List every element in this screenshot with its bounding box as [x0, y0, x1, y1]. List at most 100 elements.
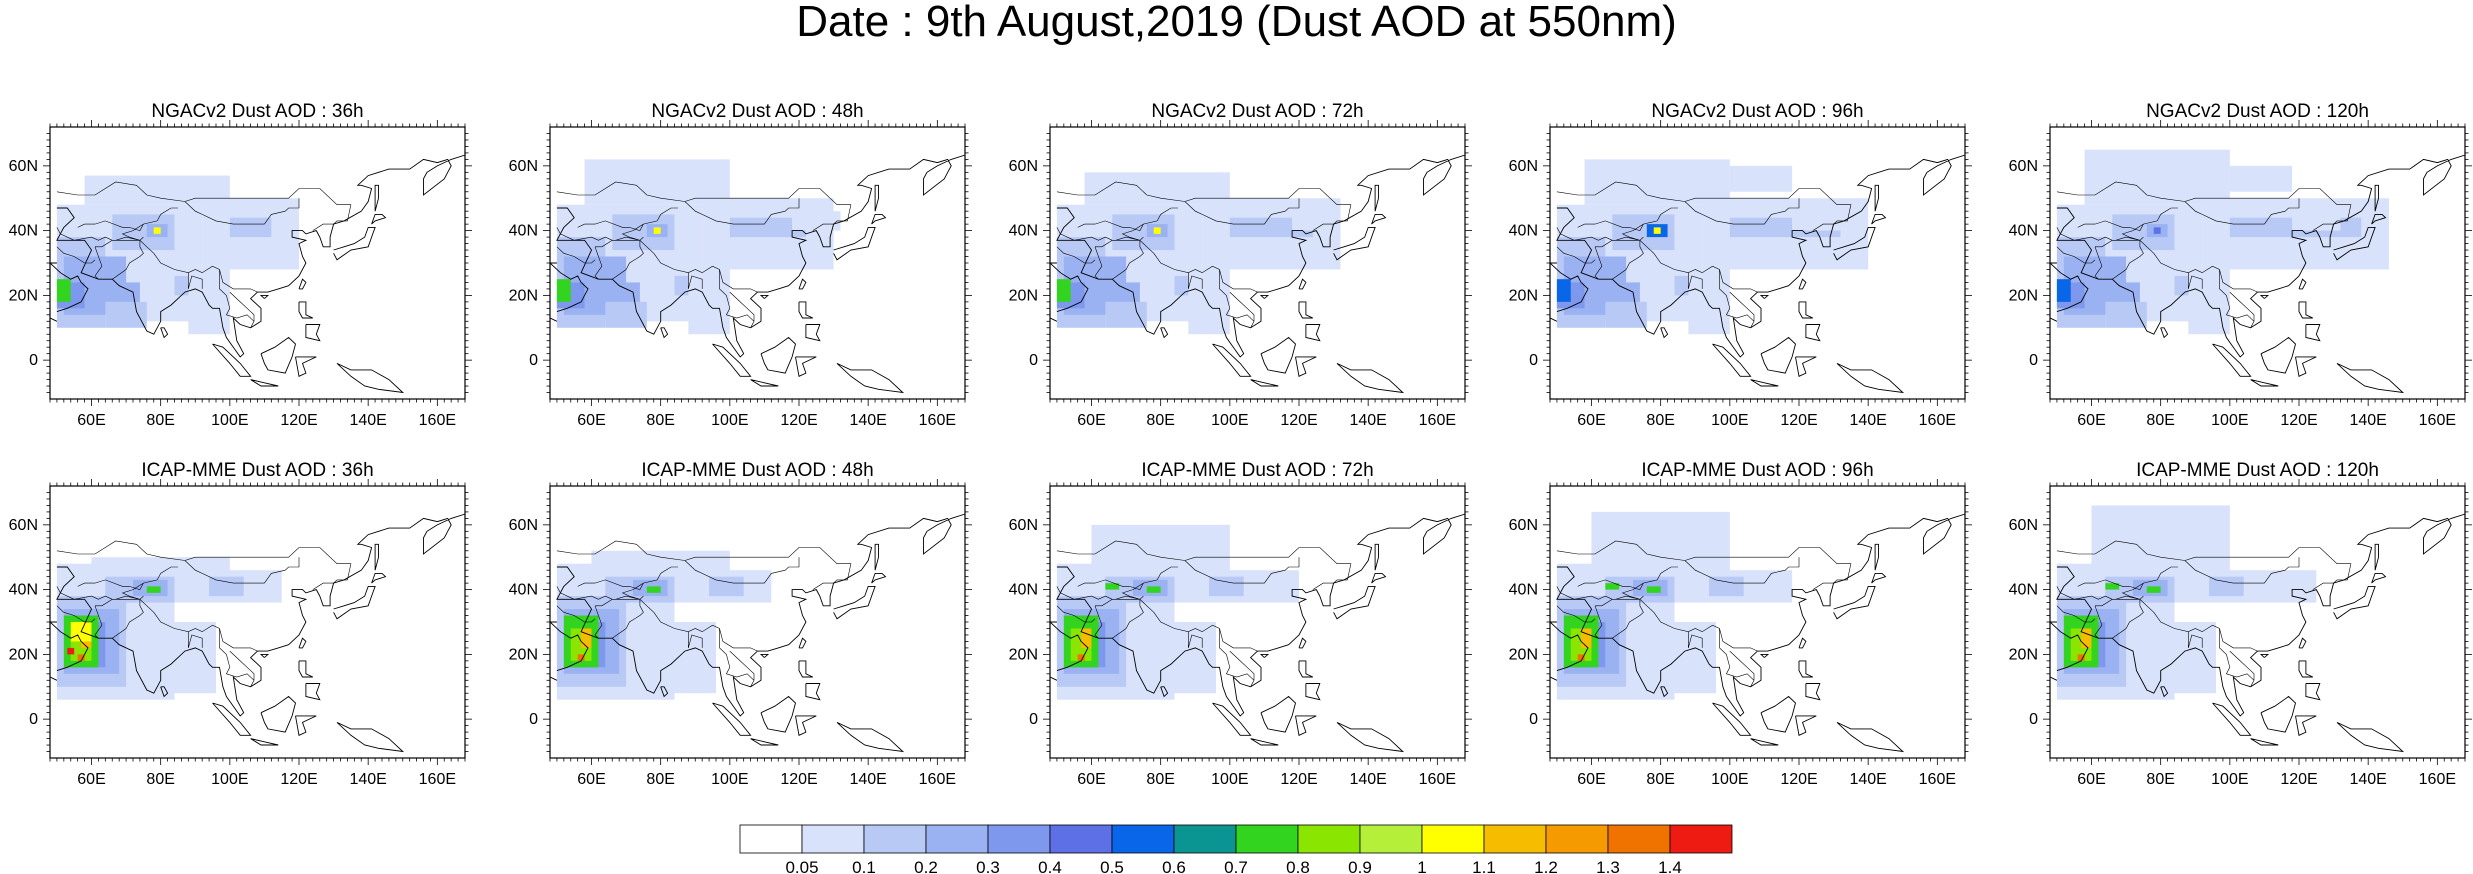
- lat-tick-label: 40N: [1509, 582, 1538, 599]
- lon-tick-label: 140E: [1349, 771, 1386, 788]
- lat-tick-label: 60N: [2009, 517, 2038, 534]
- aod-cell: [653, 227, 661, 234]
- lat-tick-label: 0: [1029, 711, 1038, 728]
- colorbar-swatch: [801, 824, 865, 854]
- lon-tick-label: 80E: [1646, 771, 1674, 788]
- panel-title: ICAP-MME Dust AOD : 72h: [1141, 460, 1373, 481]
- colorbar-label: 0.8: [1286, 858, 1310, 874]
- lon-tick-label: 60E: [2077, 771, 2105, 788]
- lon-tick-label: 120E: [780, 771, 817, 788]
- lat-tick-label: 60N: [509, 517, 538, 534]
- colorbar-swatch: [739, 824, 803, 854]
- lat-tick-label: 60N: [9, 158, 38, 175]
- lon-tick-label: 100E: [1211, 412, 1248, 429]
- lon-tick-label: 60E: [1577, 771, 1605, 788]
- lon-tick-label: 120E: [280, 412, 317, 429]
- colorbar-swatch: [1483, 824, 1547, 854]
- coastline: [2050, 513, 2465, 753]
- lat-tick-label: 40N: [1009, 582, 1038, 599]
- colorbar-label: 0.9: [1348, 858, 1372, 874]
- lat-tick-label: 20N: [9, 287, 38, 304]
- lat-tick-label: 0: [29, 352, 38, 369]
- lon-tick-label: 140E: [849, 771, 886, 788]
- colorbar-swatch: [1669, 824, 1733, 854]
- coastline: [50, 513, 465, 753]
- lat-tick-label: 0: [2029, 711, 2038, 728]
- lon-tick-label: 120E: [1780, 771, 1817, 788]
- lon-tick-label: 120E: [780, 412, 817, 429]
- aod-cell: [56, 279, 71, 302]
- aod-cell: [626, 250, 661, 283]
- panel-title: NGACv2 Dust AOD : 96h: [1651, 101, 1863, 122]
- colorbar-label: 0.4: [1038, 858, 1062, 874]
- lon-tick-label: 160E: [419, 771, 456, 788]
- aod-cell: [1292, 211, 1341, 231]
- lat-tick-label: 60N: [9, 517, 38, 534]
- lon-tick-label: 160E: [919, 771, 956, 788]
- aod-cell: [1674, 275, 1689, 296]
- lat-tick-label: 20N: [509, 287, 538, 304]
- colorbar-label: 1.1: [1472, 858, 1496, 874]
- lat-tick-label: 20N: [1509, 646, 1538, 663]
- lon-tick-label: 140E: [1849, 771, 1886, 788]
- lon-tick-label: 80E: [2146, 771, 2174, 788]
- country-borders: [1056, 181, 1352, 328]
- lon-tick-label: 80E: [1146, 771, 1174, 788]
- country-borders: [1556, 540, 1852, 687]
- colorbar-swatch: [925, 824, 989, 854]
- lon-tick-label: 140E: [349, 412, 386, 429]
- map-panel: NGACv2 Dust AOD : 48h 60E 80E 100E 120E 140E 1…: [509, 101, 972, 429]
- aod-cell: [2081, 628, 2092, 648]
- map-panel: NGACv2 Dust AOD : 96h 60E 80E 100E 120E 140E 1…: [1509, 101, 1972, 429]
- lat-tick-label: 0: [29, 711, 38, 728]
- lat-tick-label: 0: [1529, 352, 1538, 369]
- aod-cell: [67, 647, 75, 655]
- coastline: [1050, 154, 1465, 394]
- colorbar-label: 1: [1417, 858, 1426, 874]
- panel-title: NGACv2 Dust AOD : 36h: [151, 101, 363, 122]
- coastline: [50, 154, 465, 394]
- lon-tick-label: 120E: [2280, 412, 2317, 429]
- country-borders: [556, 181, 852, 328]
- aod-cell: [1146, 586, 1161, 593]
- aod-cell: [1605, 301, 1647, 328]
- aod-cell: [174, 275, 189, 296]
- aod-cell: [1077, 654, 1085, 661]
- lat-tick-label: 40N: [9, 223, 38, 240]
- aod-cell: [709, 576, 744, 597]
- lat-tick-label: 40N: [2009, 582, 2038, 599]
- lon-tick-label: 100E: [711, 412, 748, 429]
- lon-tick-label: 160E: [1919, 412, 1956, 429]
- colorbar-label: 1.4: [1658, 858, 1682, 874]
- lat-tick-label: 20N: [2009, 287, 2038, 304]
- country-borders: [56, 181, 352, 328]
- aod-cell: [1729, 165, 1793, 192]
- figure-title: Date : 9th August,2019 (Dust AOD at 550n…: [796, 0, 1677, 46]
- colorbar-label: 0.3: [976, 858, 1000, 874]
- lon-tick-label: 160E: [1419, 771, 1456, 788]
- map-panel: ICAP-MME Dust AOD : 36h 60E 80E 100E 120E 140…: [9, 460, 472, 788]
- map-panel: ICAP-MME Dust AOD : 48h 60E 80E 100E 120E 140…: [509, 460, 972, 788]
- aod-cell: [1709, 576, 1744, 597]
- aod-cell: [2229, 165, 2293, 192]
- lon-tick-label: 160E: [1919, 771, 1956, 788]
- lat-tick-label: 20N: [1009, 646, 1038, 663]
- aod-cell: [2292, 211, 2341, 231]
- lat-tick-label: 60N: [1509, 517, 1538, 534]
- colorbar-label: 1.2: [1534, 858, 1558, 874]
- lon-tick-label: 160E: [419, 412, 456, 429]
- map-panel: ICAP-MME Dust AOD : 72h 60E 80E 100E 120E 140…: [1009, 460, 1472, 788]
- map-panel: NGACv2 Dust AOD : 120h 60E 80E 100E 120E 140E…: [2009, 101, 2472, 429]
- lon-tick-label: 140E: [349, 771, 386, 788]
- lat-tick-label: 40N: [509, 582, 538, 599]
- panel-title: ICAP-MME Dust AOD : 36h: [141, 460, 373, 481]
- coastline: [1550, 154, 1965, 394]
- colorbar-label: 0.5: [1100, 858, 1124, 874]
- coastline: [550, 513, 965, 753]
- lon-tick-label: 60E: [577, 771, 605, 788]
- colorbar-label: 0.1: [852, 858, 876, 874]
- lat-tick-label: 20N: [2009, 646, 2038, 663]
- aod-cell: [188, 269, 230, 335]
- aod-cell: [1126, 250, 1161, 283]
- aod-cell: [126, 250, 161, 283]
